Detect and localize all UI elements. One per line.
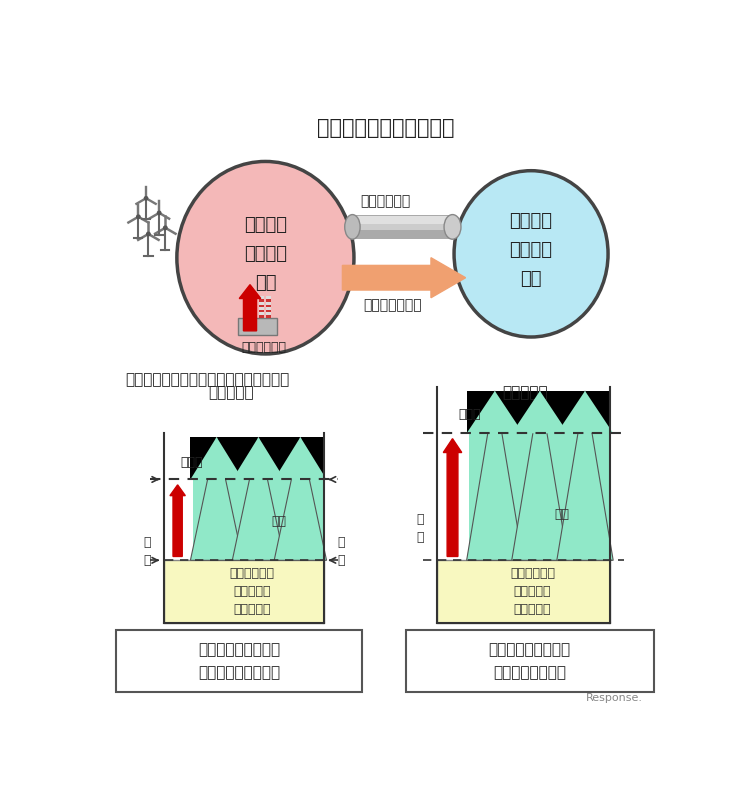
Bar: [245, 296, 249, 318]
FancyBboxPatch shape: [116, 630, 361, 692]
Polygon shape: [232, 437, 285, 560]
Polygon shape: [191, 437, 242, 479]
Polygon shape: [467, 391, 523, 434]
Text: 一定電力を送電: 一定電力を送電: [363, 298, 422, 313]
Bar: [266, 315, 271, 318]
Bar: [259, 296, 264, 318]
Polygon shape: [512, 391, 568, 560]
Polygon shape: [467, 391, 523, 560]
FancyArrow shape: [444, 438, 462, 557]
Text: ベース供給力
（原子力・
水力など）: ベース供給力 （原子力・ 水力など）: [230, 567, 274, 616]
Bar: [252, 315, 256, 318]
Text: 調整力: 調整力: [181, 456, 203, 469]
Bar: [467, 391, 469, 434]
Bar: [437, 560, 611, 623]
Bar: [259, 299, 264, 302]
Polygon shape: [556, 391, 613, 434]
Circle shape: [147, 232, 150, 236]
Polygon shape: [191, 437, 242, 560]
Circle shape: [163, 226, 167, 230]
Text: 需
要: 需 要: [337, 536, 345, 567]
Bar: [193, 437, 324, 479]
Bar: [245, 305, 249, 307]
Ellipse shape: [345, 214, 360, 239]
Bar: [352, 216, 453, 227]
Bar: [252, 299, 256, 302]
Bar: [469, 391, 611, 434]
Bar: [193, 479, 324, 560]
Circle shape: [145, 197, 148, 200]
Bar: [352, 224, 453, 230]
Text: 北陸電力
四国電力
系統: 北陸電力 四国電力 系統: [244, 216, 287, 292]
FancyBboxPatch shape: [90, 90, 681, 718]
Polygon shape: [512, 391, 568, 434]
Text: Response.: Response.: [586, 693, 643, 703]
Text: 調整力: 調整力: [459, 408, 481, 421]
Text: 調整力に余裕がなく
風力導入拡大が困難: 調整力に余裕がなく 風力導入拡大が困難: [198, 642, 280, 680]
Text: 風力: 風力: [272, 515, 287, 528]
Text: ＜北陸電力・四国電力の需給バランス＞: ＜北陸電力・四国電力の需給バランス＞: [125, 372, 289, 387]
Polygon shape: [232, 437, 285, 479]
Ellipse shape: [444, 214, 461, 239]
Bar: [266, 299, 271, 302]
Ellipse shape: [454, 170, 608, 337]
Text: 調整力の増加: 調整力の増加: [242, 341, 286, 354]
Bar: [252, 296, 256, 318]
Text: 調整力の増加により
風力導入拡大可能: 調整力の増加により 風力導入拡大可能: [489, 642, 571, 680]
Bar: [266, 310, 271, 312]
Bar: [245, 315, 249, 318]
Bar: [252, 305, 256, 307]
Bar: [239, 318, 277, 334]
Bar: [266, 296, 271, 318]
Text: ベース供給力
（原子力・
水力など）: ベース供給力 （原子力・ 水力など）: [510, 567, 555, 616]
Bar: [252, 310, 256, 312]
Circle shape: [136, 215, 140, 218]
Bar: [191, 437, 193, 479]
FancyBboxPatch shape: [407, 630, 654, 692]
Text: 『送電後』: 『送電後』: [502, 385, 547, 400]
Bar: [469, 434, 611, 560]
Text: 発
電: 発 電: [143, 536, 151, 567]
FancyArrow shape: [170, 485, 185, 557]
Polygon shape: [274, 437, 327, 560]
Text: 》地域間連系線の活用》: 》地域間連系線の活用》: [317, 118, 454, 138]
Text: 『送電前』: 『送電前』: [208, 385, 254, 400]
Bar: [245, 299, 249, 302]
Bar: [266, 305, 271, 307]
Bar: [352, 214, 453, 239]
Bar: [245, 310, 249, 312]
Polygon shape: [556, 391, 613, 560]
Bar: [163, 560, 324, 623]
Bar: [259, 305, 264, 307]
Text: 発
電: 発 電: [416, 514, 424, 544]
FancyArrow shape: [239, 285, 261, 331]
Text: 風力: 風力: [554, 508, 569, 521]
Ellipse shape: [177, 162, 354, 354]
FancyArrow shape: [343, 258, 465, 298]
Polygon shape: [274, 437, 327, 479]
Bar: [259, 315, 264, 318]
Text: 中部電力
関西電力
系統: 中部電力 関西電力 系統: [510, 212, 553, 288]
Text: 地域間連系線: 地域間連系線: [360, 194, 410, 209]
Bar: [259, 310, 264, 312]
Circle shape: [157, 211, 161, 214]
